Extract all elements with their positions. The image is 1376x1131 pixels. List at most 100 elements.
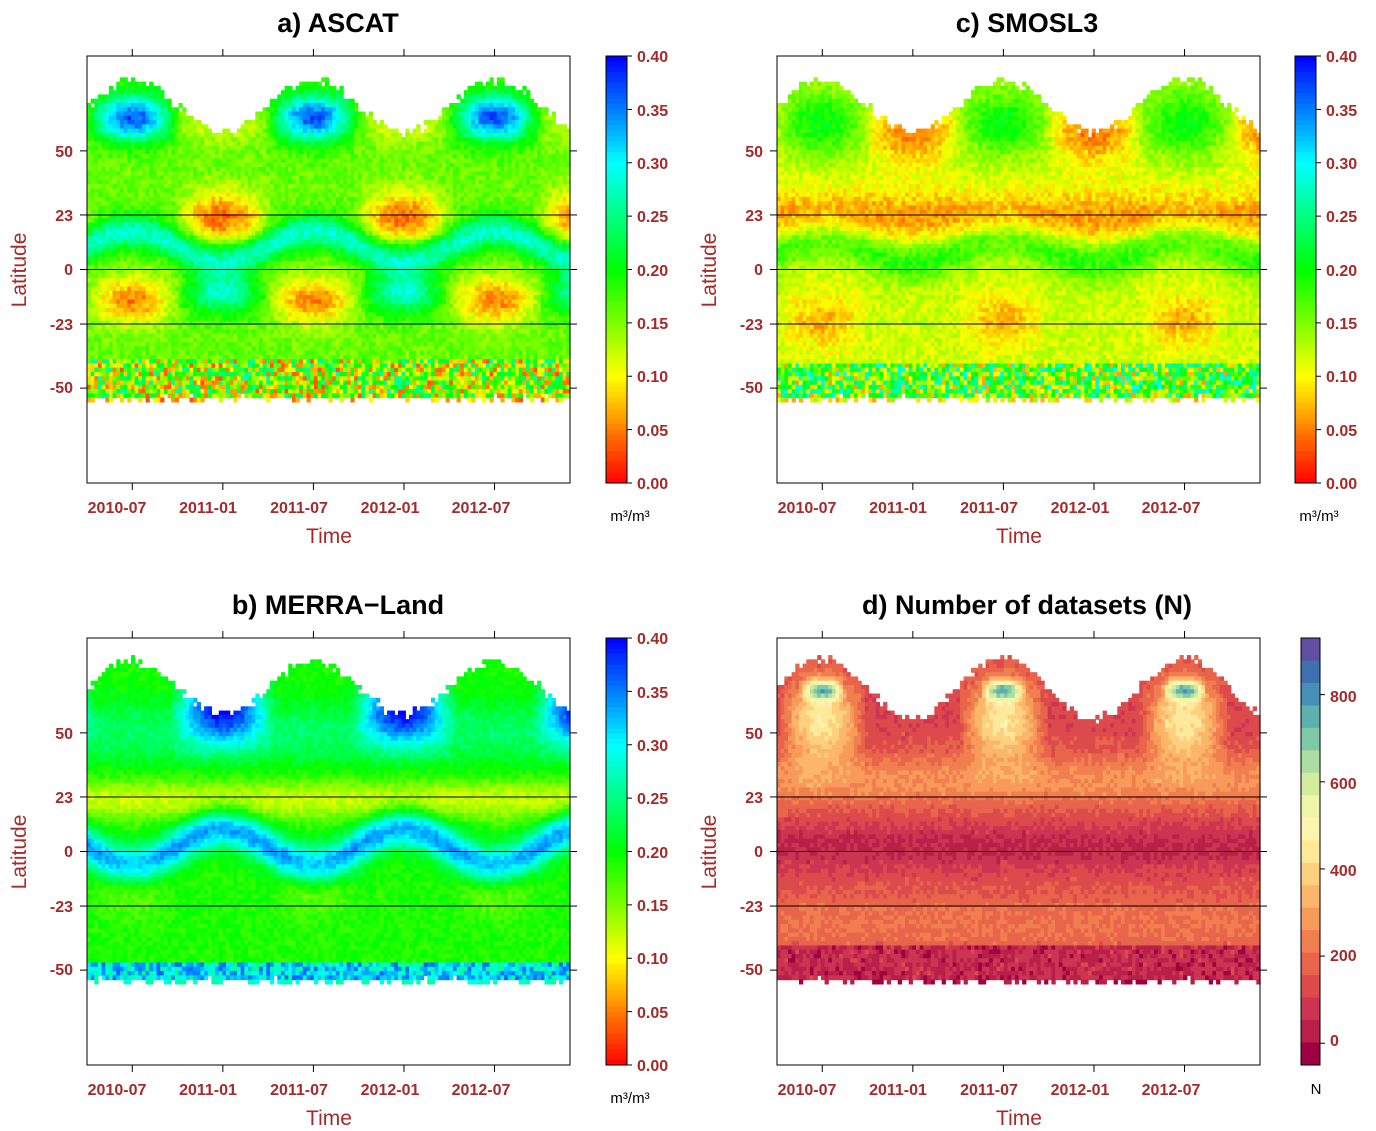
- heatmap-cell: [266, 210, 270, 215]
- heatmap-cell: [178, 389, 182, 394]
- heatmap-cell: [277, 393, 281, 398]
- heatmap-cell: [113, 210, 117, 215]
- heatmap-cell: [233, 248, 237, 253]
- heatmap-cell: [204, 193, 208, 198]
- heatmap-cell: [274, 167, 278, 172]
- heatmap-cell: [292, 278, 296, 283]
- heatmap-cell: [288, 342, 292, 347]
- heatmap-cell: [266, 218, 270, 223]
- heatmap-cell: [135, 316, 139, 321]
- heatmap-cell: [266, 291, 270, 296]
- heatmap-cell: [153, 342, 157, 347]
- heatmap-cell: [142, 368, 146, 373]
- heatmap-cell: [339, 287, 343, 292]
- heatmap-cell: [138, 158, 142, 163]
- heatmap-cell: [87, 171, 91, 176]
- heatmap-cell: [193, 188, 197, 193]
- heatmap-cell: [135, 103, 139, 108]
- heatmap-cell: [178, 368, 182, 373]
- heatmap-cell: [252, 316, 256, 321]
- heatmap-cell: [252, 346, 256, 351]
- heatmap-cell: [230, 329, 234, 334]
- heatmap-cell: [124, 86, 128, 91]
- heatmap-cell: [285, 210, 289, 215]
- heatmap-cell: [244, 287, 248, 292]
- heatmap-cell: [285, 133, 289, 138]
- heatmap-cell: [215, 210, 219, 215]
- heatmap-cell: [127, 154, 131, 159]
- heatmap-cell: [277, 316, 281, 321]
- heatmap-cell: [233, 137, 237, 142]
- heatmap-cell: [200, 133, 204, 138]
- heatmap-cell: [332, 188, 336, 193]
- heatmap-cell: [87, 312, 91, 317]
- heatmap-cell: [292, 351, 296, 356]
- heatmap-cell: [142, 329, 146, 334]
- heatmap-cell: [138, 325, 142, 330]
- heatmap-cell: [113, 244, 117, 249]
- heatmap-cell: [120, 240, 124, 245]
- heatmap-cell: [138, 107, 142, 112]
- heatmap-cell: [299, 261, 303, 266]
- heatmap-cell: [263, 240, 267, 245]
- heatmap-cell: [288, 304, 292, 309]
- heatmap-cell: [87, 227, 91, 232]
- heatmap-cell: [168, 197, 172, 202]
- heatmap-cell: [263, 184, 267, 189]
- heatmap-cell: [307, 167, 311, 172]
- heatmap-cell: [211, 308, 215, 313]
- heatmap-cell: [127, 180, 131, 185]
- heatmap-cell: [325, 235, 329, 240]
- heatmap-cell: [197, 154, 201, 159]
- heatmap-cell: [292, 334, 296, 339]
- heatmap-cell: [339, 205, 343, 210]
- heatmap-cell: [347, 107, 351, 112]
- heatmap-cell: [274, 210, 278, 215]
- heatmap-cell: [87, 274, 91, 279]
- heatmap-cell: [274, 393, 278, 398]
- heatmap-cell: [318, 188, 322, 193]
- heatmap-cell: [200, 261, 204, 266]
- heatmap-cell: [113, 240, 117, 245]
- heatmap-cell: [310, 90, 314, 95]
- heatmap-cell: [277, 124, 281, 129]
- heatmap-cell: [222, 359, 226, 364]
- heatmap-cell: [233, 372, 237, 377]
- heatmap-cell: [237, 167, 241, 172]
- heatmap-cell: [310, 334, 314, 339]
- heatmap-cell: [266, 359, 270, 364]
- heatmap-cell: [138, 287, 142, 292]
- heatmap-cell: [237, 295, 241, 300]
- heatmap-cell: [281, 385, 285, 390]
- heatmap-cell: [303, 146, 307, 151]
- heatmap-cell: [160, 342, 164, 347]
- heatmap-cell: [131, 218, 135, 223]
- heatmap-cell: [241, 342, 245, 347]
- heatmap-cell: [109, 133, 113, 138]
- heatmap-cell: [274, 99, 278, 104]
- heatmap-cell: [296, 205, 300, 210]
- heatmap-cell: [299, 141, 303, 146]
- heatmap-cell: [98, 107, 102, 112]
- heatmap-cell: [310, 312, 314, 317]
- heatmap-cell: [222, 304, 226, 309]
- heatmap-cell: [339, 270, 343, 275]
- heatmap-cell: [193, 205, 197, 210]
- heatmap-cell: [102, 270, 106, 275]
- heatmap-cell: [318, 308, 322, 313]
- heatmap-cell: [241, 133, 245, 138]
- heatmap-cell: [120, 291, 124, 296]
- heatmap-cell: [116, 329, 120, 334]
- heatmap-cell: [314, 346, 318, 351]
- heatmap-cell: [233, 329, 237, 334]
- heatmap-cell: [270, 325, 274, 330]
- heatmap-cell: [164, 257, 168, 262]
- heatmap-cell: [171, 257, 175, 262]
- heatmap-cell: [336, 146, 340, 151]
- heatmap-cell: [237, 180, 241, 185]
- heatmap-cell: [321, 278, 325, 283]
- heatmap-cell: [204, 146, 208, 151]
- heatmap-cell: [164, 171, 168, 176]
- heatmap-cell: [252, 218, 256, 223]
- heatmap-cell: [109, 321, 113, 326]
